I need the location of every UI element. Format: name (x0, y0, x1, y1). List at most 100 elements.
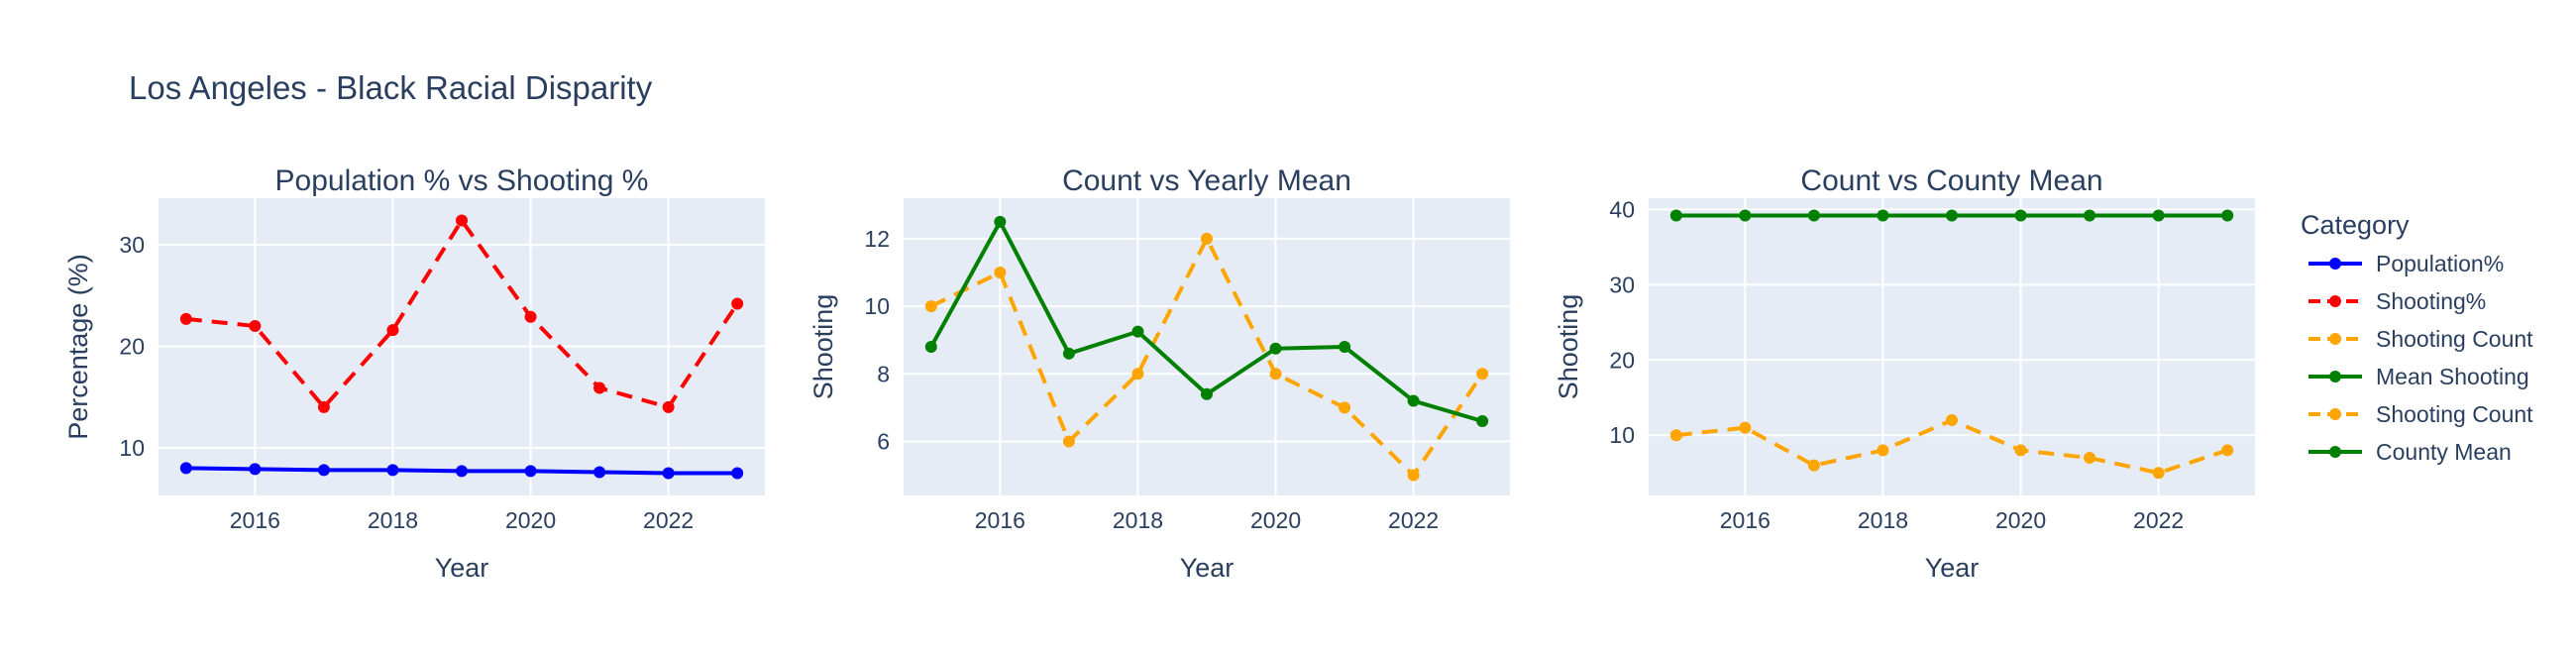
series-line (185, 218, 739, 409)
y-axis-label: Shooting (1554, 294, 1583, 400)
data-point (524, 310, 537, 323)
data-point (456, 465, 468, 478)
y-tick-label: 30 (119, 232, 145, 258)
data-point (994, 215, 1007, 228)
series-line (929, 236, 1484, 478)
data-point (1807, 459, 1820, 472)
y-axis-label: Percentage (%) (63, 254, 93, 440)
data-point (1476, 415, 1489, 427)
subplots: 2016 2018 2020 2022 10 20 30 Population % vs Sh… (63, 164, 2255, 583)
legend-marker (2329, 333, 2341, 345)
data-point (1877, 444, 1889, 457)
x-tick-label: 2022 (1388, 507, 1439, 533)
data-point (2084, 209, 2096, 222)
data-point (1062, 435, 1075, 448)
data-point (731, 297, 744, 310)
data-point (249, 463, 262, 476)
data-point (1339, 401, 1351, 414)
subplot-2: 2016 2018 2020 2022 6 8 10 12 Count vs Yearly Me… (808, 164, 1510, 583)
series-county-mean (1669, 209, 2234, 222)
data-point (2014, 209, 2027, 222)
subplot-3: 2016 2018 2020 2022 10 20 30 40 Count vs County … (1554, 164, 2255, 583)
data-point (1739, 209, 1752, 222)
data-point (662, 467, 675, 480)
x-tick-label: 2016 (975, 507, 1025, 533)
y-tick-label: 10 (864, 293, 890, 319)
data-point (1269, 368, 1282, 381)
legend-label: County Mean (2376, 439, 2512, 465)
legend-label: Shooting% (2376, 288, 2486, 314)
x-axis-label: Year (435, 553, 489, 583)
x-tick-label: 2022 (643, 507, 694, 533)
data-point (593, 382, 606, 394)
x-tick-label: 2016 (1720, 507, 1771, 533)
data-point (593, 466, 606, 479)
data-point (1669, 209, 1682, 222)
data-point (2221, 209, 2234, 222)
data-point (386, 464, 399, 477)
data-point (317, 400, 330, 413)
legend-marker (2329, 295, 2341, 307)
y-tick-label: 20 (119, 333, 145, 359)
legend-item: Shooting% (2308, 288, 2486, 314)
legend-item: Shooting Count (2308, 326, 2533, 352)
data-point (1407, 469, 1420, 482)
y-tick-label: 12 (864, 226, 890, 252)
data-point (2152, 467, 2165, 480)
data-point (386, 324, 399, 337)
data-point (2014, 444, 2027, 457)
data-point (1407, 394, 1420, 407)
y-tick-label: 10 (1609, 422, 1635, 448)
x-axis-label: Year (1925, 553, 1980, 583)
y-axis-label: Shooting (808, 294, 838, 400)
figure-title: Los Angeles - Black Racial Disparity (129, 69, 653, 106)
subplot-title: Count vs Yearly Mean (1062, 164, 1351, 197)
x-tick-label: 2020 (1995, 507, 2046, 533)
y-tick-label: 6 (877, 428, 890, 454)
legend-marker (2329, 408, 2341, 420)
legend-label: Mean Shooting (2376, 364, 2529, 389)
legend-marker (2329, 258, 2341, 270)
x-tick-label: 2022 (2133, 507, 2184, 533)
data-point (456, 214, 468, 227)
data-point (2221, 444, 2234, 457)
data-point (2152, 209, 2165, 222)
data-point (1669, 429, 1682, 442)
legend-label: Population% (2376, 251, 2504, 276)
data-point (924, 341, 937, 353)
data-point (994, 267, 1007, 278)
data-point (1807, 209, 1820, 222)
data-point (1269, 342, 1282, 355)
data-point (179, 312, 192, 325)
data-point (2084, 452, 2096, 465)
data-point (179, 462, 192, 475)
legend-item: Shooting Count (2308, 401, 2533, 427)
x-tick-label: 2018 (1858, 507, 1908, 533)
x-tick-label: 2020 (1250, 507, 1301, 533)
data-point (249, 320, 262, 333)
data-point (1946, 414, 1958, 427)
y-tick-label: 40 (1609, 196, 1635, 222)
data-point (924, 300, 937, 313)
series-population- (179, 462, 744, 480)
plot-area (1649, 198, 2255, 495)
data-point (1201, 387, 1213, 400)
data-point (1131, 325, 1144, 338)
series-shooting-count (1669, 414, 2234, 480)
data-point (1339, 341, 1351, 353)
data-point (1739, 421, 1752, 434)
data-point (1877, 209, 1889, 222)
series-shooting- (179, 214, 744, 413)
legend-marker (2329, 446, 2341, 458)
legend-label: Shooting Count (2376, 401, 2533, 427)
data-point (1201, 232, 1213, 245)
y-tick-label: 10 (119, 435, 145, 461)
y-tick-label: 8 (877, 361, 890, 386)
y-tick-label: 20 (1609, 347, 1635, 373)
series-shooting-count (924, 232, 1489, 482)
subplot-title: Population % vs Shooting % (275, 164, 649, 197)
data-point (317, 464, 330, 477)
data-point (1062, 347, 1075, 360)
x-axis-label: Year (1180, 553, 1234, 583)
